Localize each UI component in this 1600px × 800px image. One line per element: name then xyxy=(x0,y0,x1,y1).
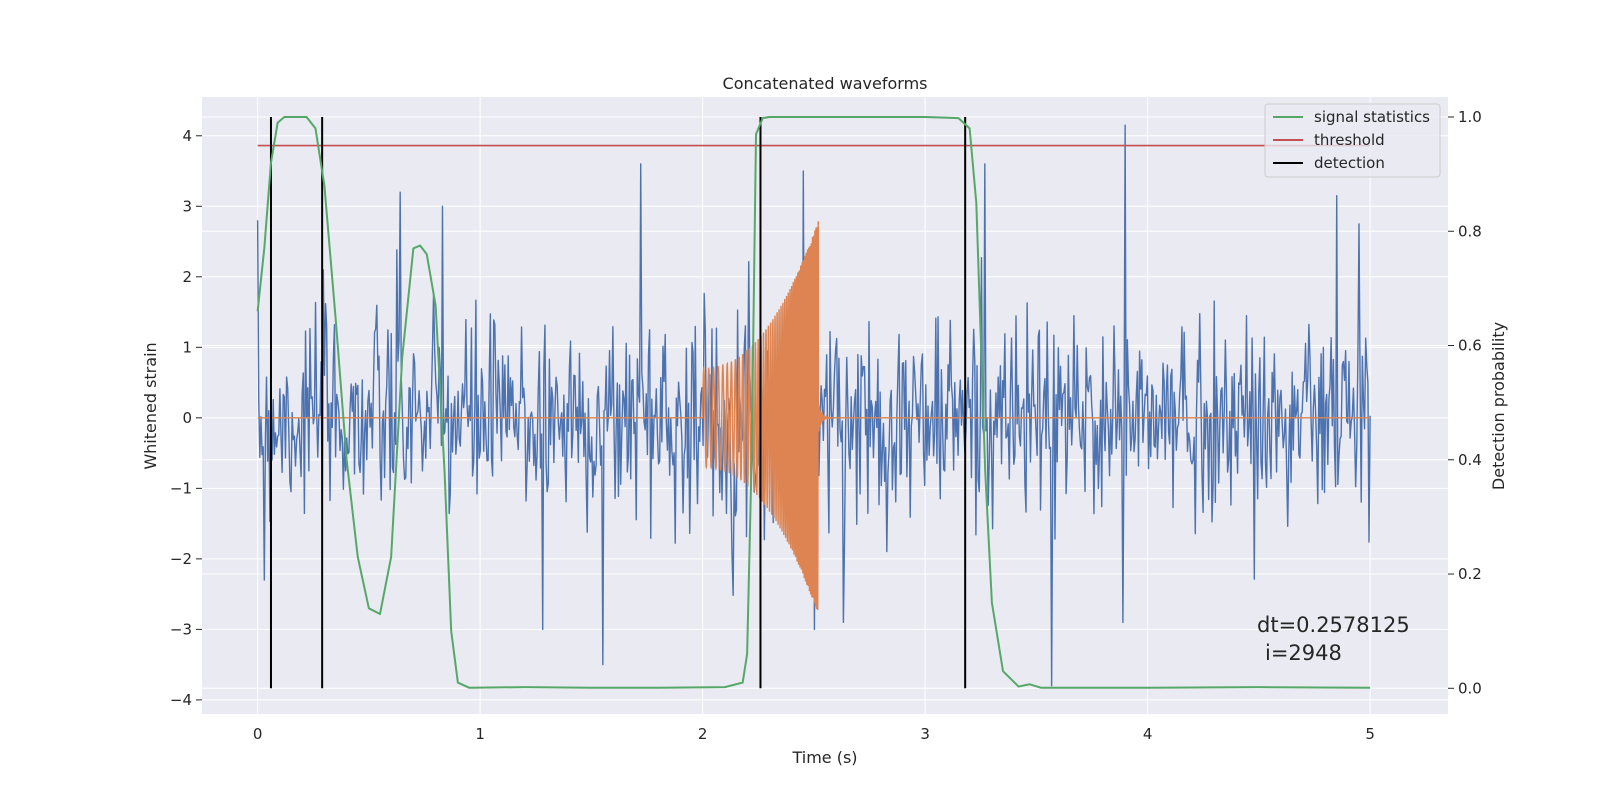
annotation-i: i=2948 xyxy=(1265,641,1342,665)
legend-label-threshold: threshold xyxy=(1314,131,1385,149)
y-tick-label: −1 xyxy=(170,479,192,497)
x-tick-label: 1 xyxy=(475,725,485,743)
y-tick-label: 3 xyxy=(182,197,192,215)
y2-tick-label: 0.2 xyxy=(1458,565,1482,583)
y2-tick-label: 0.4 xyxy=(1458,451,1482,469)
x-tick-label: 3 xyxy=(920,725,930,743)
x-tick-label: 4 xyxy=(1143,725,1153,743)
y-tick-label: 4 xyxy=(182,127,192,145)
x-tick-label: 5 xyxy=(1365,725,1375,743)
chirp-waveform xyxy=(257,221,1371,611)
y2-tick-label: 1.0 xyxy=(1458,108,1482,126)
legend-label-detection: detection xyxy=(1314,154,1385,172)
legend: signal statistics threshold detection xyxy=(1264,103,1441,178)
signal-statistics-line xyxy=(256,116,1371,689)
y-tick-label: 2 xyxy=(182,268,192,286)
legend-label-signal-statistics: signal statistics xyxy=(1314,108,1430,126)
tick-layer: 0 1 2 3 4 5 −4 −3 −2 −1 0 1 2 3 4 0.0 0.2 0.4 0.6 0.8 1.0 xyxy=(170,108,1482,743)
y2-tick-label: 0.0 xyxy=(1458,679,1482,697)
x-tick-label: 0 xyxy=(253,725,263,743)
y2-axis-label: Detection probability xyxy=(1489,322,1508,490)
annotation: dt=0.2578125 i=2948 xyxy=(1257,613,1410,665)
y-tick-label: −3 xyxy=(170,620,192,638)
chart-title: Concatenated waveforms xyxy=(723,74,928,93)
y-tick-label: −4 xyxy=(170,691,192,709)
annotation-dt: dt=0.2578125 xyxy=(1257,613,1410,637)
y2-tick-label: 0.8 xyxy=(1458,222,1482,240)
x-tick-label: 2 xyxy=(698,725,708,743)
x-axis-label: Time (s) xyxy=(791,748,857,767)
y-tick-label: 1 xyxy=(182,338,192,356)
chirp-layer xyxy=(257,221,1371,611)
y2-tick-label: 0.6 xyxy=(1458,337,1482,355)
y-tick-label: 0 xyxy=(182,409,192,427)
line-layer xyxy=(256,116,1371,689)
legend-box xyxy=(1264,103,1441,178)
plot-background xyxy=(202,97,1448,714)
y-axis-label: Whitened strain xyxy=(141,342,160,469)
y-tick-label: −2 xyxy=(170,550,192,568)
